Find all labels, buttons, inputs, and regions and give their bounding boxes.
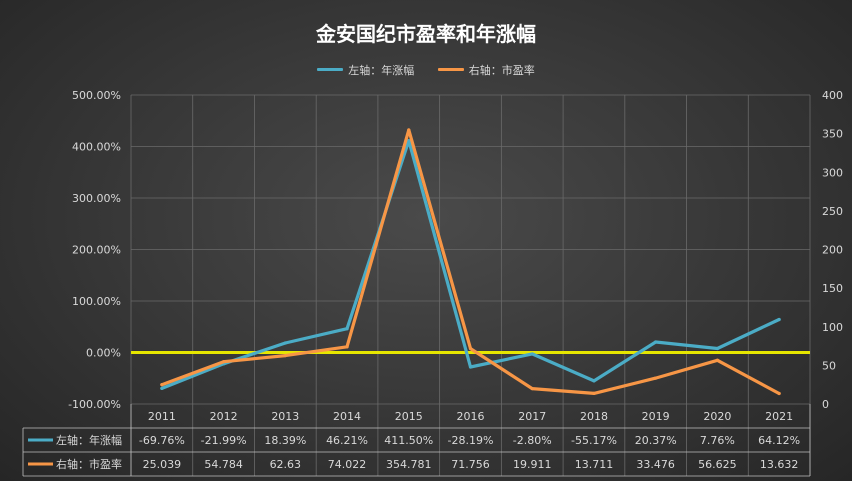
x-category-label: 2018 [580,410,608,423]
data-point [345,345,349,349]
table-cell-value: 25.039 [143,458,182,471]
table-series-name: 右轴：市盈率 [56,457,122,471]
table-cell-value: 74.022 [328,458,367,471]
x-category-label: 2019 [642,410,670,423]
x-category-label: 2020 [703,410,731,423]
table-series-name: 左轴：年涨幅 [56,433,122,447]
table-cell-value: 20.37% [635,434,677,447]
data-point [468,365,473,369]
x-category-label: 2015 [395,410,423,423]
y-left-tick-label: 400.00% [72,141,121,154]
chart-legend: 左轴：年涨幅 右轴：市盈率 [0,61,852,78]
y-right-tick-label: 250 [822,205,843,218]
x-category-label: 2011 [148,410,176,423]
data-point [468,346,473,351]
table-cell-value: -2.80% [513,434,552,447]
chart-title: 金安国纪市盈率和年涨幅 [316,22,536,46]
x-category-label: 2017 [518,410,546,423]
data-point [283,354,287,358]
data-point [777,317,781,322]
table-cell-value: 71.756 [451,458,490,471]
table-cell-value: 46.21% [326,434,368,447]
y-left-tick-label: 300.00% [72,192,121,205]
legend-item-right-axis: 右轴：市盈率 [437,62,535,78]
data-point [345,327,349,331]
table-cell-value: -21.99% [201,434,247,447]
y-right-tick-label: 0 [822,398,829,411]
legend-label-left: 左轴：年涨幅 [348,63,415,77]
y-right-tick-label: 300 [822,166,843,179]
x-category-label: 2016 [457,410,485,423]
table-cell-value: 33.476 [636,458,675,471]
table-cell-value: -28.19% [448,434,494,447]
data-point [160,383,164,387]
y-right-tick-label: 400 [822,89,843,102]
table-cell-value: 64.12% [758,434,800,447]
data-point [160,386,164,391]
table-cell-value: -69.76% [139,434,185,447]
x-category-label: 2013 [271,410,299,423]
data-point [221,360,226,364]
y-left-tick-label: 200.00% [72,244,121,257]
legend-swatch-right [437,68,464,71]
y-right-tick-label: 50 [822,359,836,372]
table-cell-value: 411.50% [384,434,433,447]
y-left-tick-label: -100.00% [68,398,121,411]
y-right-tick-label: 200 [822,244,843,257]
data-point [654,340,658,344]
table-cell-value: -55.17% [571,434,617,447]
data-point [592,379,596,383]
y-left-tick-label: 500.00% [72,89,121,102]
y-left-tick-label: 100.00% [72,295,121,308]
table-cell-value: 54.784 [204,458,243,471]
data-point [407,128,411,132]
data-point [777,391,781,396]
y-right-tick-label: 350 [822,128,843,141]
data-point [715,346,720,351]
data-point [407,138,411,143]
x-category-label: 2012 [210,410,238,423]
table-cell-value: 18.39% [264,434,306,447]
data-point [715,358,720,362]
table-cell-value: 13.632 [760,458,799,471]
table-cell-value: 19.911 [513,458,552,471]
x-category-label: 2014 [333,410,361,423]
y-right-tick-label: 100 [822,321,843,334]
y-left-tick-label: 0.00% [86,347,121,360]
legend-item-left-axis: 左轴：年涨幅 [317,62,414,78]
table-cell-value: 56.625 [698,458,737,471]
x-category-label: 2021 [765,410,793,423]
data-point [530,387,534,391]
legend-swatch-left [317,68,344,71]
table-cell-value: 13.711 [575,458,614,471]
data-point [654,376,658,380]
y-right-tick-label: 150 [822,282,843,295]
data-point [530,352,534,356]
table-cell-value: 62.63 [270,458,302,471]
data-point [283,341,287,345]
table-cell-value: 7.76% [700,434,735,447]
legend-label-right: 右轴：市盈率 [468,63,535,77]
table-cell-value: 354.781 [386,458,432,471]
data-point [592,391,596,396]
